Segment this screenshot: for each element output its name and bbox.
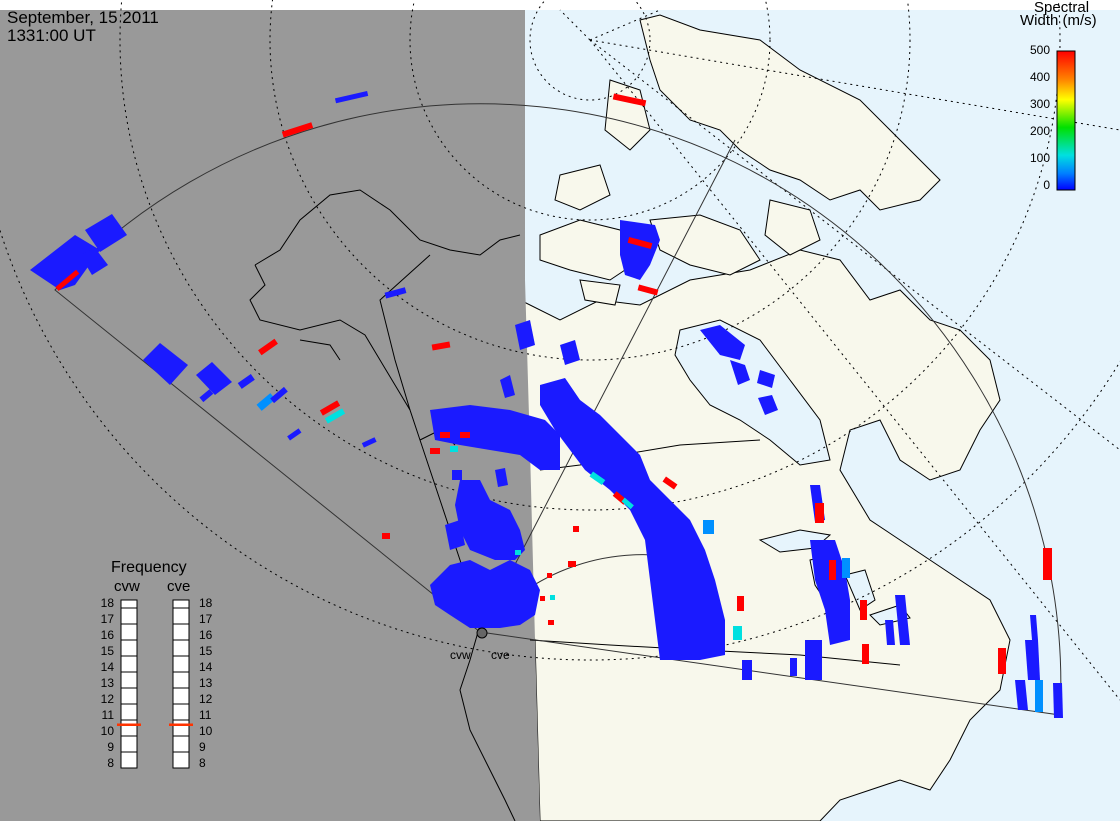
backscatter-highlights	[430, 236, 1052, 712]
hudson-bay	[674, 319, 831, 466]
site-label-cvw: cvw	[450, 648, 471, 662]
frequency-label: 10	[100, 724, 114, 738]
frequency-radar-cve: cve	[167, 578, 191, 595]
lat-lon-grid	[0, 0, 1120, 701]
frequency-label: 11	[199, 708, 212, 722]
frequency-label: 9	[199, 740, 206, 754]
frequency-label: 8	[107, 756, 114, 770]
frequency-ticks	[121, 607, 189, 769]
plot-time: 1331:00 UT	[7, 26, 96, 45]
frequency-label: 16	[199, 628, 213, 642]
color-scale-tick: 500	[1029, 43, 1050, 57]
frequency-label: 14	[199, 660, 213, 674]
color-scale-title-line2: Width (m/s)	[1020, 12, 1097, 29]
night-coastline	[249, 189, 521, 821]
color-scale-tick: 0	[1043, 178, 1050, 192]
frequency-label: 10	[199, 724, 213, 738]
frequency-label: 8	[199, 756, 206, 770]
color-scale-title-line1: Spectral	[1034, 0, 1090, 16]
frequency-box-cve	[172, 599, 190, 769]
color-scale-tick: 100	[1029, 151, 1050, 165]
backscatter-arc	[430, 220, 1063, 718]
color-scale-tick: 400	[1029, 70, 1050, 84]
frequency-label: 12	[100, 692, 114, 706]
frequency-label: 16	[100, 628, 114, 642]
frequency-label: 17	[100, 612, 114, 626]
frequency-label: 17	[199, 612, 213, 626]
frequency-box-cvw	[120, 599, 138, 769]
color-scale-tick: 300	[1029, 97, 1050, 111]
frequency-title: Frequency	[111, 559, 187, 576]
frequency-label: 18	[100, 596, 114, 610]
frequency-label: 13	[100, 676, 114, 690]
color-scale-bar	[1056, 50, 1076, 191]
site-label-cve: cve	[491, 648, 510, 662]
frequency-radar-cvw: cvw	[114, 578, 140, 595]
frequency-label: 12	[199, 692, 213, 706]
radar-site-marker	[476, 627, 488, 639]
frequency-label: 15	[100, 644, 114, 658]
backscatter-far	[30, 91, 647, 539]
color-scale-tick: 200	[1029, 124, 1050, 138]
plot-date: September, 15 2011	[7, 8, 159, 27]
frequency-label: 14	[100, 660, 114, 674]
day-land	[519, 14, 1011, 821]
frequency-label: 11	[101, 708, 114, 722]
frequency-label: 13	[199, 676, 213, 690]
frequency-label: 15	[199, 644, 213, 658]
frequency-label: 9	[107, 740, 114, 754]
frequency-label: 18	[199, 596, 213, 610]
